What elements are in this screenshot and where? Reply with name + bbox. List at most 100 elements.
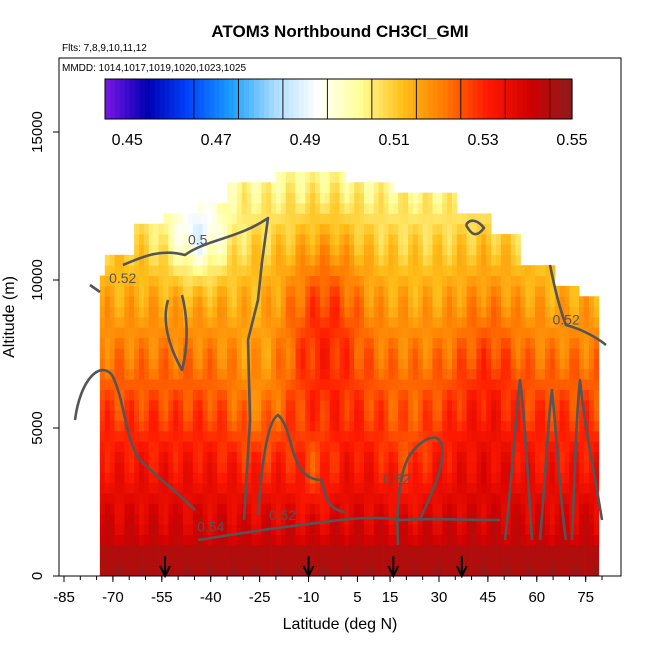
heat-cell xyxy=(486,565,492,576)
heat-cell xyxy=(153,389,159,401)
heat-cell xyxy=(530,565,536,576)
heat-cell xyxy=(285,565,292,576)
heat-cell xyxy=(432,327,438,339)
heat-cell xyxy=(593,441,600,453)
colorbar-swatch xyxy=(179,79,186,119)
heat-cell xyxy=(300,306,306,318)
heat-cell xyxy=(227,223,233,235)
heat-cell xyxy=(143,534,150,546)
heat-cell xyxy=(315,493,321,504)
heat-cell xyxy=(452,493,458,504)
heat-cell xyxy=(540,265,546,276)
heat-cell xyxy=(481,524,487,535)
heat-cell xyxy=(129,379,135,390)
contour-line xyxy=(503,378,534,541)
heat-cell xyxy=(295,213,301,225)
heat-cell xyxy=(525,555,531,567)
heat-cell xyxy=(476,493,482,504)
heat-cell xyxy=(305,493,311,504)
heat-cell xyxy=(310,265,316,276)
heat-cell xyxy=(422,544,428,556)
colorbar-swatch xyxy=(408,79,414,119)
heat-cell xyxy=(212,410,218,421)
heat-cell xyxy=(207,462,213,473)
heat-cell xyxy=(549,296,556,308)
heat-cell xyxy=(378,379,384,390)
heat-cell xyxy=(158,441,164,453)
heat-cell xyxy=(290,451,296,463)
heat-cell xyxy=(476,555,482,567)
heat-cell xyxy=(134,462,140,473)
heat-cell xyxy=(300,285,306,297)
heat-cell xyxy=(373,275,380,287)
heat-cell xyxy=(187,244,194,256)
heat-cell xyxy=(207,472,213,484)
heat-cell xyxy=(324,223,331,235)
heat-cell xyxy=(579,410,585,421)
heat-cell xyxy=(168,430,174,442)
heat-cell xyxy=(471,389,477,401)
heat-cell xyxy=(403,534,409,546)
heat-cell xyxy=(138,534,145,546)
heat-cell xyxy=(427,472,433,484)
heat-cell xyxy=(329,451,336,463)
colorbar-swatch xyxy=(308,79,315,119)
heat-cell xyxy=(505,275,512,287)
heat-cell xyxy=(412,389,419,401)
heat-cell xyxy=(520,544,526,556)
heat-cell xyxy=(241,285,247,297)
heat-cell xyxy=(178,254,184,266)
heat-cell xyxy=(251,513,257,525)
heat-cell xyxy=(109,430,115,442)
heat-cell xyxy=(212,503,218,515)
heat-cell xyxy=(412,327,419,339)
heat-cell xyxy=(515,472,521,484)
heat-cell xyxy=(173,275,179,287)
heat-cell xyxy=(300,544,306,556)
heat-cell xyxy=(138,513,145,525)
heat-cell xyxy=(285,192,292,204)
heat-cell xyxy=(227,317,233,328)
heat-cell xyxy=(236,265,243,276)
heat-cell xyxy=(388,451,394,463)
heat-cell xyxy=(134,441,140,453)
heat-cell xyxy=(466,275,472,287)
heat-cell xyxy=(368,544,375,556)
heat-cell xyxy=(261,420,267,432)
heat-cell xyxy=(544,317,551,328)
heat-cell xyxy=(579,296,585,308)
heat-cell xyxy=(256,358,262,370)
heat-cell xyxy=(354,410,360,421)
heat-cell xyxy=(388,399,394,411)
heat-cell xyxy=(305,420,311,432)
heat-cell xyxy=(256,327,262,339)
heat-cell xyxy=(461,379,468,390)
heat-cell xyxy=(584,337,590,349)
heat-cell xyxy=(310,524,316,535)
heat-cell xyxy=(285,379,292,390)
heat-cell xyxy=(197,544,203,556)
heat-cell xyxy=(349,379,355,390)
heat-cell xyxy=(540,379,546,390)
heat-cell xyxy=(300,265,306,276)
heat-cell xyxy=(329,420,336,432)
heat-cell xyxy=(158,555,164,567)
heat-cell xyxy=(452,565,458,576)
heat-cell xyxy=(368,213,375,225)
heat-cell xyxy=(363,285,370,297)
heat-cell xyxy=(119,358,125,370)
heat-cell xyxy=(280,503,287,515)
heat-cell xyxy=(158,223,164,235)
heat-cell xyxy=(271,223,277,235)
heat-cell xyxy=(398,410,404,421)
heat-cell xyxy=(437,244,443,256)
heat-cell xyxy=(138,493,145,504)
heat-cell xyxy=(476,265,482,276)
heat-cell xyxy=(368,462,375,473)
heat-cell xyxy=(412,524,419,535)
heat-cell xyxy=(456,358,463,370)
heat-cell xyxy=(486,285,492,297)
heat-cell xyxy=(437,337,443,349)
heat-cell xyxy=(153,223,159,235)
heat-cell xyxy=(403,565,409,576)
